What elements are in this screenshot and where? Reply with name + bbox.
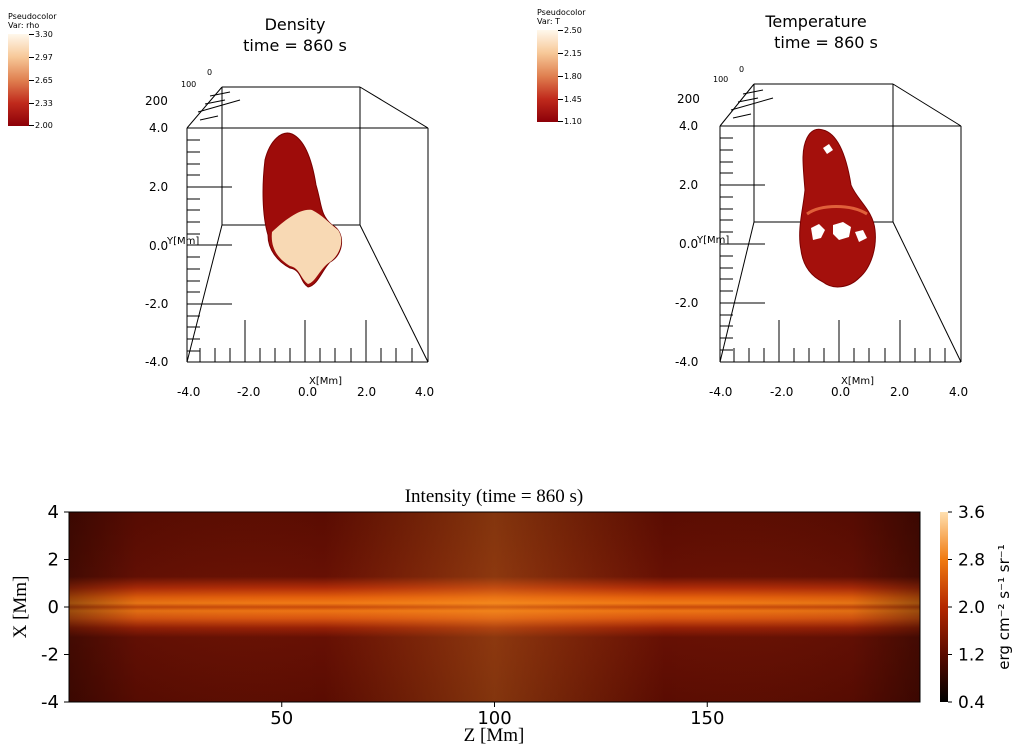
- colorbar-tick-label: 2.0: [958, 598, 985, 618]
- y-tick-label: 2: [48, 550, 59, 571]
- legend-tick: 2.33: [35, 99, 53, 108]
- temperature-warm-ring: [806, 205, 868, 216]
- tick-mark: [558, 99, 563, 100]
- legend-var: Var: T: [537, 17, 561, 26]
- x-tick: 2.0: [357, 385, 377, 399]
- legend-tick: 1.80: [564, 72, 582, 81]
- z-tick: 200: [145, 94, 168, 108]
- x-tick: 0.0: [298, 385, 318, 399]
- x-axis-label: X[Mm]: [841, 376, 875, 387]
- legend-tick: 2.00: [35, 121, 53, 130]
- x-tick: 0.0: [831, 385, 851, 399]
- temperature-colorbar: [537, 30, 558, 122]
- legend-var: Var: rho: [8, 21, 40, 30]
- tick-mark: [558, 30, 563, 31]
- y-tick: 0.0: [149, 239, 169, 253]
- tick-mark: [29, 57, 34, 58]
- z-tick: 100: [181, 80, 197, 89]
- y-tick: 0.0: [679, 237, 699, 251]
- y-tick: 4.0: [679, 119, 699, 133]
- x-tick: 4.0: [949, 385, 969, 399]
- x-tick: -4.0: [177, 385, 201, 399]
- density-panel: Density time = 860 s Pseudocolor Var: rh…: [0, 0, 511, 420]
- y-tick: -4.0: [145, 355, 169, 369]
- legend-tick: 2.97: [35, 53, 53, 62]
- temperature-blob: [799, 128, 876, 288]
- heatmap-svg: 4 2 0 -2 -4 50 100 150 3.6 2.8 2.0 1.2 0.4: [41, 502, 985, 729]
- y-tick-label: 0: [48, 597, 59, 618]
- tick-mark: [29, 125, 34, 126]
- x-axis-label: Z [Mm]: [463, 725, 525, 746]
- chart-title: Intensity (time = 860 s): [404, 486, 584, 507]
- colorbar-tick-label: 2.8: [958, 551, 985, 571]
- temperature-title: Temperature time = 860 s: [765, 12, 878, 52]
- legend-tick: 2.15: [564, 49, 582, 58]
- density-3d-view: [186, 86, 429, 363]
- x-axis-label: X[Mm]: [309, 376, 343, 387]
- legend-tick: 1.10: [564, 117, 582, 126]
- x-tick: 4.0: [415, 385, 435, 399]
- x-tick: -2.0: [237, 385, 261, 399]
- y-tick-label: -4: [41, 692, 59, 713]
- z-tick: 0: [207, 68, 213, 77]
- x-tick-label: 100: [477, 708, 511, 729]
- y-tick-label: 4: [48, 502, 59, 523]
- colorbar-gradient: [940, 512, 948, 702]
- tick-mark: [558, 121, 563, 122]
- z-tick: 0: [739, 65, 745, 74]
- density-title: Density time = 860 s: [243, 15, 347, 55]
- temperature-panel: Temperature time = 860 s Pseudocolor Var…: [511, 0, 1022, 420]
- y-tick: 2.0: [149, 180, 169, 194]
- legend-tick: 1.45: [564, 95, 582, 104]
- y-axis-label: X [Mm]: [10, 575, 31, 639]
- z-tick: 100: [713, 75, 729, 84]
- y-axis-label: Y[Mm]: [697, 235, 730, 246]
- tick-mark: [29, 103, 34, 104]
- colorbar-tick-label: 3.6: [958, 503, 985, 523]
- legend-tick: 3.30: [35, 30, 53, 39]
- x-tick: -4.0: [709, 385, 733, 399]
- tick-mark: [29, 80, 34, 81]
- z-tick: 200: [677, 92, 700, 106]
- colorbar-tick-label: 1.2: [958, 646, 985, 666]
- tick-mark: [558, 53, 563, 54]
- y-tick: -2.0: [145, 297, 169, 311]
- legend-tick: 2.65: [35, 76, 53, 85]
- y-tick-label: -2: [41, 645, 59, 666]
- density-legend: Pseudocolor Var: rho 3.30 2.97 2.65 2.33…: [8, 12, 57, 130]
- y-axis-label: Y[Mm]: [167, 236, 200, 247]
- temperature-hot-spot: [823, 144, 833, 154]
- tick-mark: [29, 34, 34, 35]
- legend-title: Pseudocolor: [8, 12, 57, 21]
- legend-title: Pseudocolor: [537, 8, 586, 17]
- temperature-hot-spot: [855, 230, 867, 242]
- temperature-3d-view: [719, 83, 962, 363]
- x-tick-label: 150: [690, 708, 724, 729]
- x-tick: 2.0: [890, 385, 910, 399]
- temperature-hot-spot: [811, 224, 825, 240]
- heatmap-shading: [69, 512, 920, 702]
- temperature-hot-spot: [833, 222, 851, 240]
- colorbar: 3.6 2.8 2.0 1.2 0.4: [940, 503, 985, 713]
- temperature-legend: Pseudocolor Var: T 2.50 2.15 1.80 1.45 1…: [537, 8, 586, 126]
- density-bright-core: [271, 209, 342, 284]
- y-tick: -2.0: [675, 296, 699, 310]
- y-tick: -4.0: [675, 355, 699, 369]
- intensity-chart: Intensity (time = 860 s): [0, 480, 1022, 748]
- legend-tick: 2.50: [564, 26, 582, 35]
- x-tick-label: 50: [270, 708, 293, 729]
- y-tick: 4.0: [149, 121, 169, 135]
- density-colorbar: [8, 34, 29, 126]
- x-tick: -2.0: [770, 385, 794, 399]
- heatmap-plot-area: 4 2 0 -2 -4 50 100 150: [41, 502, 921, 729]
- tick-mark: [558, 76, 563, 77]
- colorbar-label: erg cm⁻² s⁻¹ sr⁻¹: [995, 544, 1013, 670]
- colorbar-tick-label: 0.4: [958, 693, 985, 713]
- y-tick: 2.0: [679, 178, 699, 192]
